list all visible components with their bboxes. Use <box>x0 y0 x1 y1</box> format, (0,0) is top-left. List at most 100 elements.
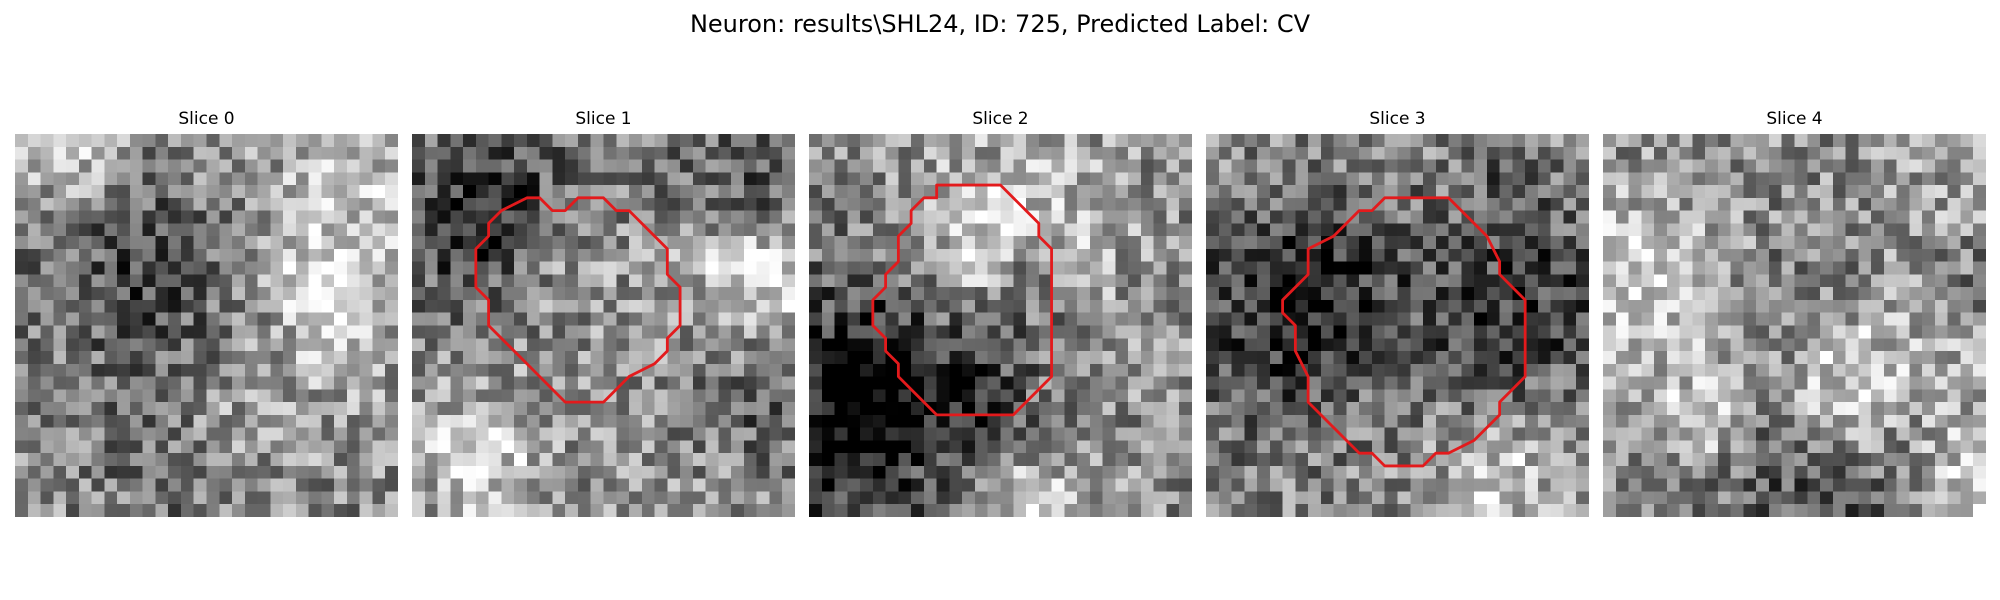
pixel <box>731 299 745 313</box>
pixel <box>552 197 566 211</box>
pixel <box>1858 172 1872 186</box>
pixel <box>1026 402 1040 416</box>
pixel <box>219 261 233 275</box>
pixel <box>180 427 194 441</box>
pixel <box>1896 261 1910 275</box>
pixel <box>244 440 258 454</box>
pixel <box>1947 159 1961 173</box>
pixel <box>680 427 694 441</box>
pixel <box>1166 440 1180 454</box>
pixel <box>1550 274 1564 288</box>
pixel <box>475 146 489 160</box>
pixel <box>718 338 732 352</box>
pixel <box>1692 453 1706 467</box>
pixel <box>308 363 322 377</box>
pixel <box>769 248 783 262</box>
pixel <box>1743 338 1757 352</box>
pixel <box>1486 453 1500 467</box>
pixel <box>821 248 835 262</box>
pixel <box>514 363 528 377</box>
pixel <box>1563 312 1577 326</box>
pixel <box>1231 491 1245 505</box>
pixel <box>129 465 143 479</box>
pixel <box>1269 261 1283 275</box>
pixel <box>437 389 451 403</box>
pixel <box>385 351 398 365</box>
pixel <box>949 491 963 505</box>
pixel <box>590 210 604 224</box>
pixel <box>1038 363 1052 377</box>
pixel <box>1730 338 1744 352</box>
pixel <box>1000 478 1014 492</box>
pixel <box>1705 453 1719 467</box>
pixel <box>475 453 489 467</box>
pixel <box>821 440 835 454</box>
pixel <box>1756 427 1770 441</box>
pixel <box>1794 312 1808 326</box>
pixel <box>577 465 591 479</box>
pixel <box>1628 146 1642 160</box>
pixel <box>1499 134 1513 148</box>
pixel <box>321 248 335 262</box>
pixel <box>1153 389 1167 403</box>
pixel <box>1384 274 1398 288</box>
pixel <box>1922 402 1936 416</box>
pixel <box>129 351 143 365</box>
pixel <box>1051 248 1065 262</box>
pixel <box>1603 465 1617 479</box>
pixel <box>372 376 386 390</box>
pixel <box>1320 312 1334 326</box>
pixel <box>885 363 899 377</box>
pixel <box>142 185 156 199</box>
pixel <box>1423 478 1437 492</box>
pixel <box>1781 363 1795 377</box>
pixel <box>1384 351 1398 365</box>
pixel <box>1973 491 1986 505</box>
pixel <box>1563 478 1577 492</box>
pixel <box>936 440 950 454</box>
pixel <box>1705 491 1719 505</box>
pixel <box>1576 261 1589 275</box>
pixel <box>731 376 745 390</box>
pixel <box>78 185 92 199</box>
pixel <box>1320 185 1334 199</box>
pixel <box>731 402 745 416</box>
pixel <box>1206 351 1220 365</box>
pixel <box>104 223 118 237</box>
pixel <box>463 223 477 237</box>
pixel <box>1807 261 1821 275</box>
pixel <box>463 504 477 517</box>
pixel <box>1705 351 1719 365</box>
pixel <box>475 299 489 313</box>
pixel <box>514 172 528 186</box>
pixel <box>552 248 566 262</box>
pixel <box>834 376 848 390</box>
pixel <box>1051 389 1065 403</box>
pixel <box>1820 465 1834 479</box>
pixel <box>1654 134 1668 148</box>
pixel <box>1717 491 1731 505</box>
pixel <box>911 210 925 224</box>
pixel <box>616 210 630 224</box>
pixel <box>1269 172 1283 186</box>
pixel <box>1615 427 1629 441</box>
pixel <box>1871 172 1885 186</box>
pixel <box>603 134 617 148</box>
pixel <box>424 414 438 428</box>
pixel <box>53 491 67 505</box>
pixel <box>117 440 131 454</box>
slice-title: Slice 1 <box>575 109 632 129</box>
pixel <box>437 453 451 467</box>
pixel <box>1666 172 1680 186</box>
pixel <box>1603 414 1617 428</box>
pixel <box>1512 478 1526 492</box>
pixel <box>731 248 745 262</box>
pixel <box>1257 172 1271 186</box>
pixel <box>552 223 566 237</box>
pixel <box>590 338 604 352</box>
pixel <box>1679 504 1693 517</box>
pixel <box>1756 504 1770 517</box>
pixel <box>15 172 29 186</box>
pixel <box>1896 351 1910 365</box>
pixel <box>270 159 284 173</box>
